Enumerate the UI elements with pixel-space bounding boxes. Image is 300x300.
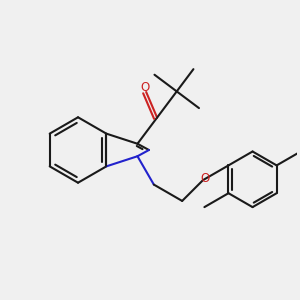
Text: O: O (140, 81, 149, 94)
Text: O: O (200, 172, 209, 185)
